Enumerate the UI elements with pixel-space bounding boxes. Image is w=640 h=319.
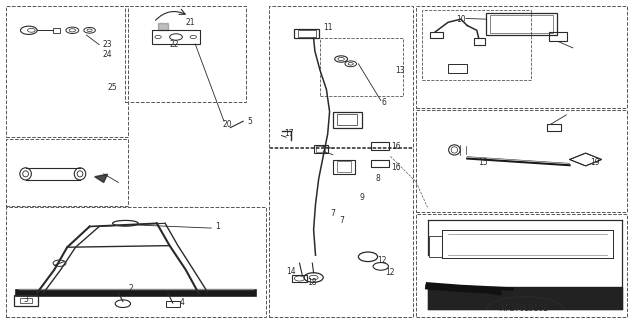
Bar <box>416 6 627 108</box>
Text: 17: 17 <box>284 130 294 138</box>
Bar <box>549 32 567 41</box>
Text: 1: 1 <box>215 222 220 231</box>
Text: 21: 21 <box>186 18 195 27</box>
Text: 15: 15 <box>478 158 488 167</box>
Text: 12: 12 <box>386 268 395 277</box>
Text: 19: 19 <box>590 158 600 167</box>
Bar <box>6 6 128 137</box>
Bar <box>429 236 442 257</box>
Text: 7: 7 <box>330 209 335 218</box>
Bar <box>448 64 467 73</box>
Text: 16: 16 <box>390 163 401 172</box>
Text: 12: 12 <box>378 256 387 265</box>
Bar <box>371 160 389 167</box>
Bar <box>416 110 627 212</box>
Bar <box>314 145 328 153</box>
Polygon shape <box>95 174 108 182</box>
Bar <box>416 214 627 317</box>
Text: 11: 11 <box>323 23 332 32</box>
Bar <box>166 301 180 307</box>
Bar <box>474 38 485 45</box>
Bar <box>6 207 266 317</box>
Text: 13: 13 <box>395 66 405 75</box>
Bar <box>430 32 443 38</box>
Text: 8: 8 <box>375 174 380 183</box>
Text: 9: 9 <box>359 193 364 202</box>
Text: 7: 7 <box>339 216 344 225</box>
Text: 2: 2 <box>129 284 134 293</box>
Bar <box>547 124 561 131</box>
Bar <box>298 30 316 37</box>
Bar <box>490 15 553 33</box>
Text: 14: 14 <box>286 267 296 276</box>
Polygon shape <box>428 287 622 309</box>
Text: 3: 3 <box>23 295 28 304</box>
Text: 22: 22 <box>170 40 179 48</box>
Bar <box>320 38 403 96</box>
Bar <box>14 295 38 306</box>
Text: 25: 25 <box>108 83 118 92</box>
Bar <box>333 160 355 174</box>
Bar <box>152 30 200 44</box>
Bar <box>125 6 246 102</box>
Polygon shape <box>158 23 168 30</box>
Bar <box>371 142 389 150</box>
Bar <box>333 112 362 128</box>
Text: 6: 6 <box>381 98 387 107</box>
Text: XTG70L910B: XTG70L910B <box>500 304 549 313</box>
Bar <box>269 6 413 147</box>
Bar <box>6 139 128 206</box>
Text: 16: 16 <box>390 142 401 151</box>
Bar <box>294 29 319 38</box>
Bar <box>422 10 531 80</box>
Text: 10: 10 <box>456 15 466 24</box>
Text: 5: 5 <box>247 117 252 126</box>
Bar <box>269 148 413 317</box>
Text: 23: 23 <box>102 40 113 48</box>
Bar <box>53 28 60 33</box>
Bar <box>292 275 307 282</box>
Text: 20: 20 <box>222 120 232 129</box>
Bar <box>337 161 351 172</box>
Bar <box>486 13 557 35</box>
Bar <box>316 146 325 152</box>
Bar <box>20 298 32 303</box>
Text: 18: 18 <box>307 278 316 287</box>
Bar <box>337 114 357 125</box>
Text: 24: 24 <box>102 50 113 59</box>
Text: 4: 4 <box>180 298 185 307</box>
